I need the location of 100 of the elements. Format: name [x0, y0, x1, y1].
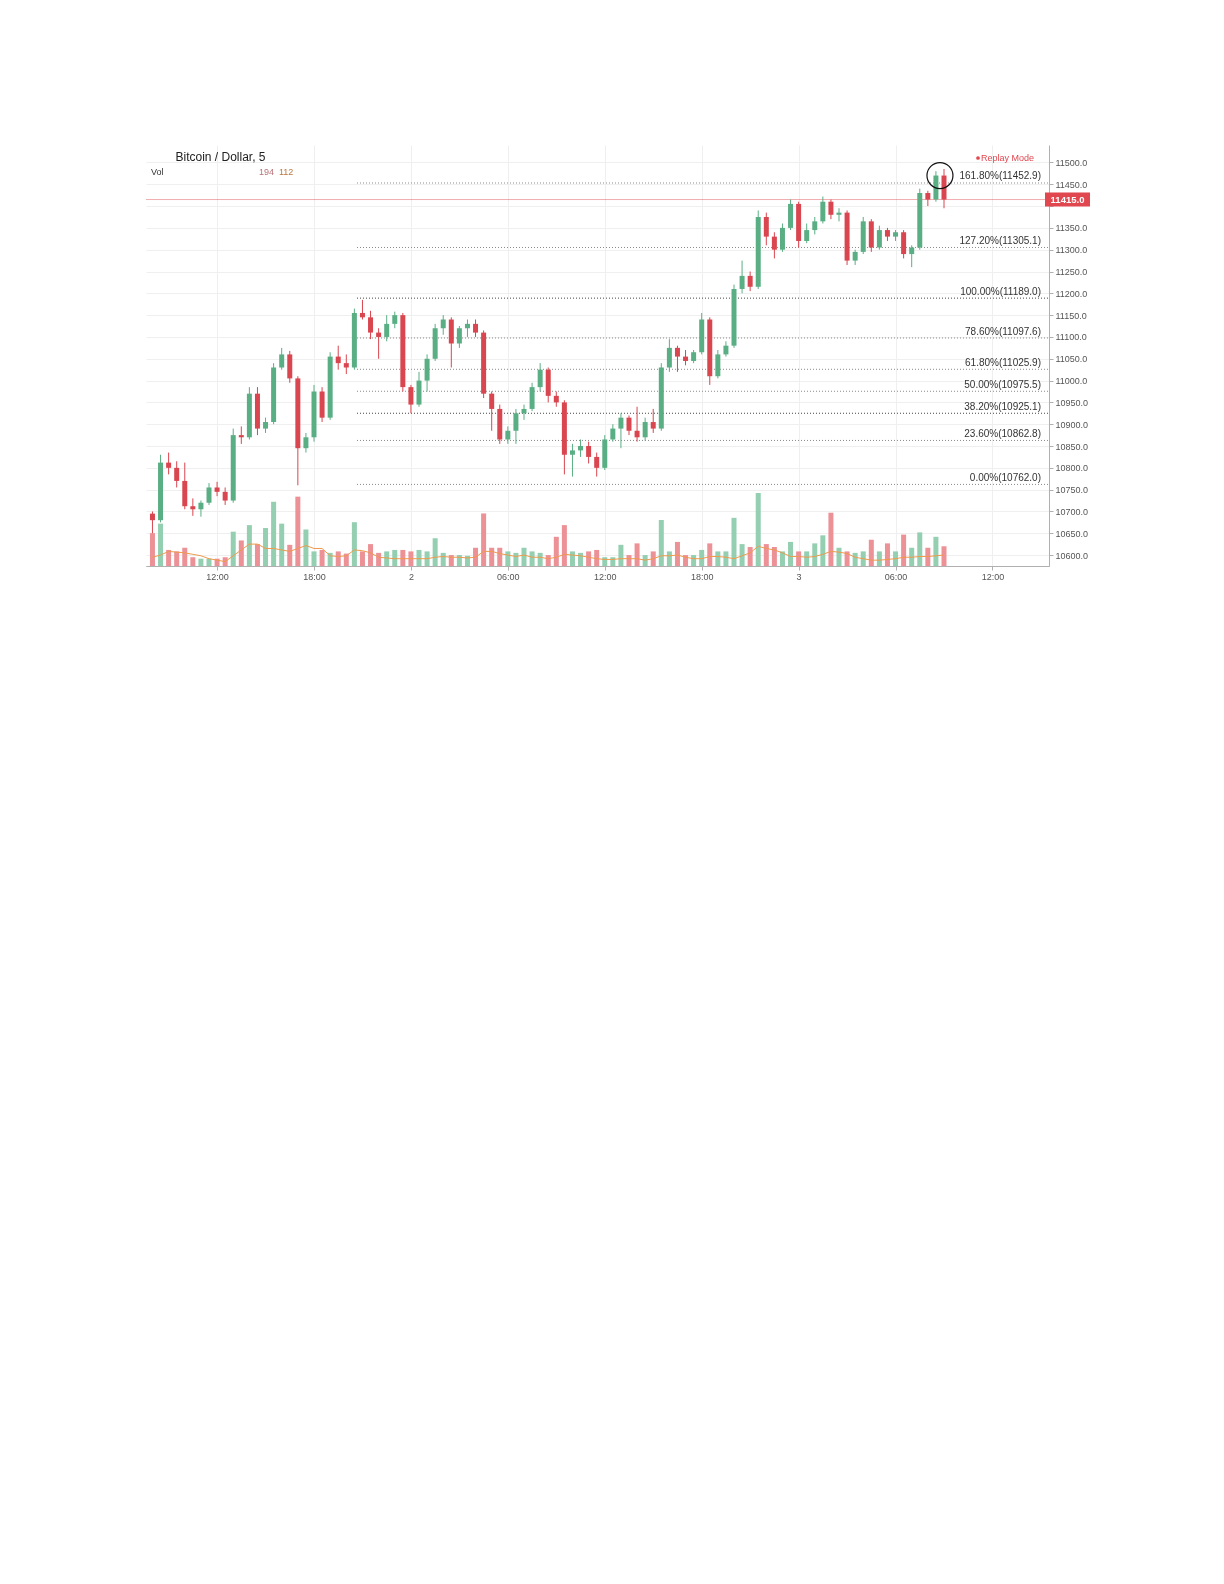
candlestick — [723, 340, 729, 358]
y-tick-label: 11350.0 — [1055, 223, 1088, 234]
candlestick — [376, 327, 382, 360]
bar — [254, 544, 260, 566]
candlestick — [359, 299, 365, 321]
bar — [246, 525, 252, 566]
ref-line-label: 11415.0 — [1050, 193, 1085, 205]
x-tick-label: 18:00 — [303, 571, 326, 582]
y-tick-label: 10900.0 — [1055, 419, 1089, 430]
bar — [166, 549, 172, 566]
bar — [917, 532, 923, 566]
candlestick — [279, 347, 285, 371]
candlestick — [674, 345, 680, 373]
ref-line-label: 61.80%(11025.9) — [965, 356, 1041, 368]
candlestick — [739, 260, 745, 294]
bar — [666, 551, 672, 566]
bar — [359, 551, 365, 566]
y-tick-label: 10800.0 — [1055, 463, 1089, 474]
candlestick — [594, 452, 600, 478]
candlestick — [489, 390, 495, 432]
candlestick — [174, 460, 180, 488]
x-tick-label: 3 — [796, 571, 802, 582]
candlestick — [206, 482, 212, 506]
bar — [440, 552, 446, 566]
bar — [747, 547, 753, 566]
y-tick-label: 11250.0 — [1055, 267, 1088, 278]
bar — [319, 549, 325, 566]
bar — [529, 551, 535, 566]
ref-line-label: 50.00%(10975.5) — [964, 378, 1041, 390]
bar — [424, 551, 430, 566]
candlestick — [440, 314, 446, 336]
bar — [190, 557, 196, 566]
bar — [812, 543, 818, 566]
bar — [303, 529, 309, 566]
candlestick — [287, 350, 293, 384]
candlestick — [642, 417, 648, 442]
bar — [723, 551, 729, 566]
bar — [149, 533, 155, 566]
bar — [456, 555, 462, 566]
candlestick — [747, 271, 753, 292]
bar — [198, 558, 204, 566]
candlestick — [424, 353, 430, 392]
bar — [658, 520, 664, 566]
bar — [287, 544, 293, 566]
bar — [779, 551, 785, 566]
candlestick — [771, 231, 777, 259]
bar — [521, 547, 527, 566]
bar — [481, 513, 487, 566]
bar — [884, 543, 890, 566]
candlestick — [343, 353, 349, 375]
bar — [489, 547, 495, 566]
y-tick-label: 11300.0 — [1055, 245, 1088, 256]
candlestick — [763, 212, 769, 246]
bar — [473, 547, 479, 566]
candlestick — [456, 325, 462, 349]
bar — [311, 551, 317, 566]
candlestick — [166, 452, 172, 475]
bar — [771, 547, 777, 566]
candlestick — [901, 229, 907, 259]
x-tick-label: 06:00 — [884, 571, 908, 582]
bar — [545, 555, 551, 566]
ref-line-label: 38.20%(10925.1) — [964, 400, 1041, 412]
bar — [505, 551, 511, 566]
bar — [941, 546, 947, 566]
y-tick-label: 10750.0 — [1055, 485, 1089, 496]
x-tick-label: 2 — [408, 571, 414, 582]
bar — [699, 549, 705, 566]
candlestick — [933, 170, 939, 203]
bar — [868, 539, 874, 566]
ref-line-label: 161.80%(11452.9) — [959, 170, 1041, 182]
annotation: 194 — [259, 167, 275, 177]
candlestick — [303, 432, 309, 454]
bar — [230, 531, 236, 566]
bar — [707, 543, 713, 566]
bar — [279, 523, 285, 566]
y-tick-label: 10600.0 — [1055, 550, 1089, 561]
bar — [925, 547, 931, 566]
bar — [618, 544, 624, 566]
bar — [400, 549, 406, 566]
y-tick-label: 11050.0 — [1055, 354, 1088, 365]
bar — [739, 544, 745, 566]
candlestick — [876, 225, 882, 251]
candlestick — [335, 345, 341, 371]
candlestick — [804, 223, 810, 244]
bar — [933, 536, 939, 566]
bar — [537, 552, 543, 566]
bar — [295, 496, 301, 566]
ref-line-label: 100.00%(11189.0) — [960, 285, 1041, 297]
candlestick — [586, 441, 592, 464]
bar — [238, 540, 244, 566]
candlestick — [416, 371, 422, 408]
candlestick — [788, 199, 794, 231]
candlestick — [198, 500, 204, 518]
bar — [594, 549, 600, 566]
bar — [674, 541, 680, 566]
chart-title: Bitcoin / Dollar, 5 — [175, 150, 266, 164]
bar — [561, 525, 567, 566]
ref-line-label: 23.60%(10862.8) — [964, 427, 1041, 439]
annotation: 112 — [279, 167, 294, 177]
y-tick-label: 10700.0 — [1055, 506, 1089, 517]
